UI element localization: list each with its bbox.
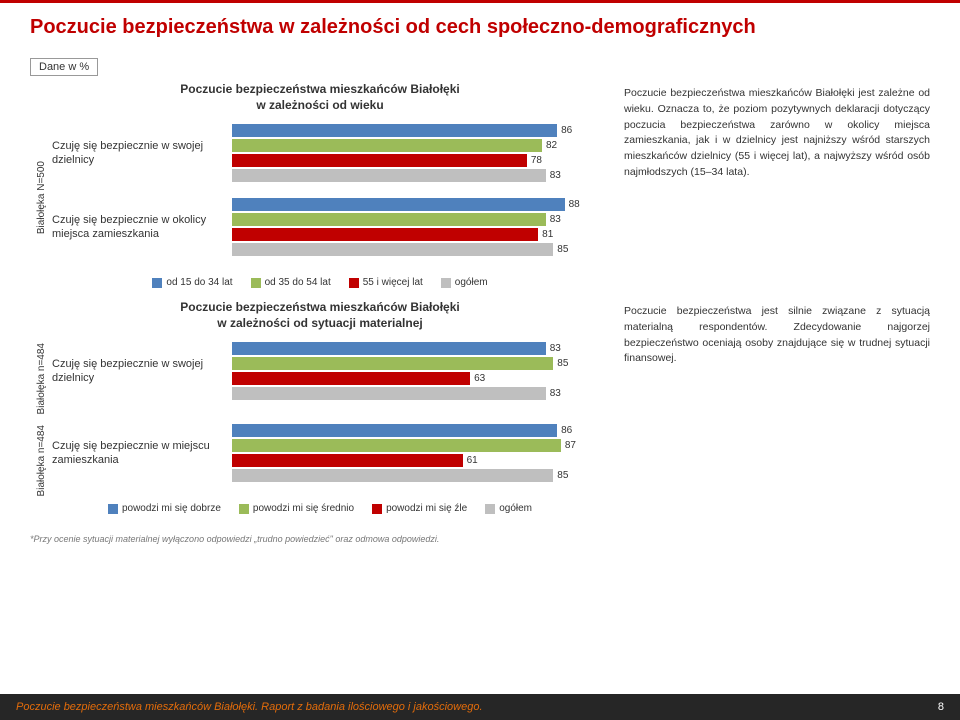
legend-item: ogółem	[441, 277, 488, 288]
legend-label: ogółem	[499, 503, 532, 514]
legend-label: powodzi mi się dobrze	[122, 503, 221, 514]
bar-row: 83	[232, 168, 610, 182]
text1: Poczucie bezpieczeństwa mieszkańców Biał…	[624, 82, 930, 288]
group-label: Czuję się bezpiecznie w swojej dzielnicy	[52, 357, 232, 386]
bar	[232, 154, 527, 167]
legend-item: powodzi mi się średnio	[239, 503, 354, 514]
page-title: Poczucie bezpieczeństwa w zależności od …	[30, 16, 930, 39]
legend-swatch	[251, 278, 261, 288]
bar	[232, 454, 463, 467]
footer: Poczucie bezpieczeństwa mieszkańców Biał…	[0, 694, 960, 720]
bar	[232, 469, 553, 482]
bar-row: 63	[232, 371, 610, 385]
bar-value: 88	[569, 199, 580, 210]
bar-row: 85	[232, 468, 610, 482]
bar-value: 87	[565, 440, 576, 451]
bar-group: Czuję się bezpiecznie w okolicy miejsca …	[52, 197, 610, 257]
chart1: Poczucie bezpieczeństwa mieszkańców Biał…	[30, 82, 610, 288]
bar	[232, 139, 542, 152]
legend-swatch	[349, 278, 359, 288]
legend-label: 55 i więcej lat	[363, 277, 423, 288]
legend-label: ogółem	[455, 277, 488, 288]
bar	[232, 243, 553, 256]
bar-value: 61	[467, 455, 478, 466]
legend-item: ogółem	[485, 503, 532, 514]
bar-value: 78	[531, 155, 542, 166]
bar-row: 83	[232, 212, 610, 226]
chart2: Poczucie bezpieczeństwa mieszkańców Biał…	[30, 300, 610, 514]
bar	[232, 357, 553, 370]
bar-value: 63	[474, 373, 485, 384]
bar	[232, 198, 565, 211]
bar-row: 83	[232, 341, 610, 355]
bar	[232, 342, 546, 355]
bar-value: 83	[550, 214, 561, 225]
bar-row: 86	[232, 423, 610, 437]
chart1-ylabel: Białołęka N=500	[30, 123, 52, 271]
bar	[232, 228, 538, 241]
chart2-legend: powodzi mi się dobrze powodzi mi się śred…	[30, 503, 610, 514]
legend-swatch	[239, 504, 249, 514]
chart1-title: Poczucie bezpieczeństwa mieszkańców Biał…	[30, 82, 610, 113]
chart2-ylabel1: Białołęka n=484	[30, 341, 52, 415]
chart2-section: Poczucie bezpieczeństwa mieszkańców Biał…	[30, 300, 930, 514]
bar-value: 86	[561, 425, 572, 436]
bar-value: 83	[550, 388, 561, 399]
chart1-legend: od 15 do 34 lat od 35 do 54 lat 55 i więce…	[30, 277, 610, 288]
bar-value: 85	[557, 244, 568, 255]
bar-group: Czuję się bezpiecznie w swojej dzielnicy…	[52, 123, 610, 183]
bar-row: 83	[232, 386, 610, 400]
legend-swatch	[485, 504, 495, 514]
legend-item: od 15 do 34 lat	[152, 277, 232, 288]
bar-row: 78	[232, 153, 610, 167]
legend-item: powodzi mi się dobrze	[108, 503, 221, 514]
bar-row: 88	[232, 197, 610, 211]
legend-label: powodzi mi się średnio	[253, 503, 354, 514]
bar	[232, 387, 546, 400]
group-label: Czuję się bezpiecznie w miejscu zamieszk…	[52, 439, 232, 468]
footnote: *Przy ocenie sytuacji materialnej wyłącz…	[0, 534, 960, 544]
footer-text: Poczucie bezpieczeństwa mieszkańców Biał…	[16, 701, 483, 713]
bar	[232, 213, 546, 226]
chart2-ylabel2: Białołęka n=484	[30, 423, 52, 497]
bar	[232, 169, 546, 182]
bar-row: 87	[232, 438, 610, 452]
legend-swatch	[441, 278, 451, 288]
legend-swatch	[152, 278, 162, 288]
bar-value: 83	[550, 170, 561, 181]
bar-row: 85	[232, 356, 610, 370]
bar-row: 86	[232, 123, 610, 137]
group-label: Czuję się bezpiecznie w swojej dzielnicy	[52, 139, 232, 168]
text2: Poczucie bezpieczeństwa jest silnie zwią…	[624, 300, 930, 514]
legend-item: powodzi mi się źle	[372, 503, 467, 514]
bar	[232, 372, 470, 385]
bar-group: Czuję się bezpiecznie w swojej dzielnicy…	[52, 341, 610, 401]
bar	[232, 439, 561, 452]
legend-label: od 35 do 54 lat	[265, 277, 331, 288]
bar	[232, 124, 557, 137]
bar-value: 83	[550, 343, 561, 354]
chart2-title: Poczucie bezpieczeństwa mieszkańców Biał…	[30, 300, 610, 331]
group-label: Czuję się bezpiecznie w okolicy miejsca …	[52, 213, 232, 242]
bar	[232, 424, 557, 437]
footer-page: 8	[938, 701, 944, 713]
bar-value: 81	[542, 229, 553, 240]
legend-swatch	[108, 504, 118, 514]
bar-value: 82	[546, 140, 557, 151]
legend-item: 55 i więcej lat	[349, 277, 423, 288]
bar-value: 86	[561, 125, 572, 136]
bar-row: 61	[232, 453, 610, 467]
legend-label: powodzi mi się źle	[386, 503, 467, 514]
chart1-section: Poczucie bezpieczeństwa mieszkańców Biał…	[30, 82, 930, 288]
bar-row: 85	[232, 242, 610, 256]
bar-row: 82	[232, 138, 610, 152]
data-tag: Dane w %	[30, 58, 98, 76]
legend-label: od 15 do 34 lat	[166, 277, 232, 288]
legend-item: od 35 do 54 lat	[251, 277, 331, 288]
bar-row: 81	[232, 227, 610, 241]
legend-swatch	[372, 504, 382, 514]
bar-value: 85	[557, 358, 568, 369]
bar-group: Czuję się bezpiecznie w miejscu zamieszk…	[52, 423, 610, 483]
bar-value: 85	[557, 470, 568, 481]
